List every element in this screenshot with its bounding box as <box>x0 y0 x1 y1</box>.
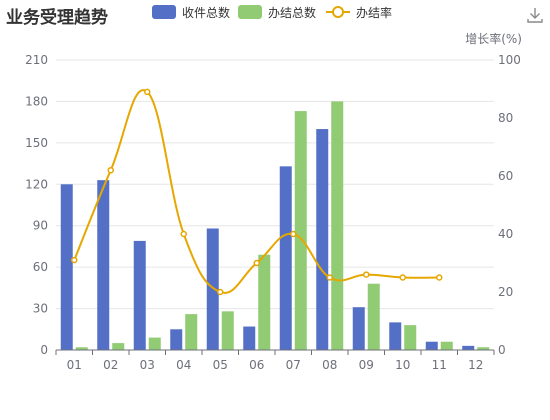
bar-completed <box>75 347 88 350</box>
rate-point <box>253 259 260 267</box>
legend-swatch <box>238 5 262 19</box>
legend-swatch-marker <box>332 6 344 18</box>
y-left-tick-label: 60 <box>33 260 48 274</box>
legend[interactable]: 收件总数 办结总数 办结率 <box>152 5 392 20</box>
rate-point <box>290 230 297 238</box>
gridlines <box>56 59 494 310</box>
bar-received <box>133 240 146 350</box>
bar-received <box>316 129 329 350</box>
bar-completed <box>440 341 453 350</box>
rate-point <box>107 166 114 174</box>
bar-received <box>243 326 256 350</box>
bar-completed <box>294 111 307 350</box>
rate-point <box>363 271 370 278</box>
x-tick-label: 05 <box>213 358 228 372</box>
legend-item[interactable]: 办结率 <box>326 5 392 20</box>
bar-received <box>206 228 219 350</box>
bar-received <box>97 180 110 350</box>
y-right-tick-label: 80 <box>498 111 513 125</box>
rate-point <box>436 274 443 281</box>
bars <box>60 101 490 350</box>
x-tick-label: 08 <box>322 358 337 372</box>
x-tick-label: 02 <box>103 358 118 372</box>
rate-line <box>71 88 443 296</box>
bar-received <box>170 329 183 350</box>
rate-point <box>399 274 406 281</box>
legend-label: 办结率 <box>356 5 392 20</box>
y-right-tick-label: 60 <box>498 169 513 183</box>
legend-item[interactable]: 收件总数 <box>152 5 230 20</box>
y-right-axis-label: 增长率(%) <box>465 31 522 46</box>
rate-point <box>144 88 151 96</box>
bar-completed <box>367 283 380 350</box>
bar-completed <box>258 254 271 350</box>
rate-point <box>180 230 187 238</box>
bar-received <box>352 307 365 350</box>
bar-received <box>389 322 402 350</box>
x-tick-label: 12 <box>468 358 483 372</box>
y-left-tick-label: 150 <box>25 136 48 150</box>
bar-received <box>60 184 73 350</box>
x-tick-label: 07 <box>286 358 301 372</box>
rate-point <box>326 274 333 281</box>
y-left-tick-label: 120 <box>25 177 48 191</box>
x-tick-label: 04 <box>176 358 191 372</box>
bar-completed <box>185 314 198 350</box>
bar-completed <box>112 343 125 350</box>
legend-item[interactable]: 办结总数 <box>238 5 316 20</box>
y-left-tick-label: 30 <box>33 302 48 316</box>
y-left-tick-label: 210 <box>25 53 48 67</box>
bar-completed <box>477 347 490 350</box>
download-icon[interactable] <box>526 6 544 24</box>
bar-received <box>279 166 292 350</box>
y-right-tick-label: 40 <box>498 227 513 241</box>
x-tick-label: 01 <box>67 358 82 372</box>
x-tick-label: 09 <box>359 358 374 372</box>
y-right-tick-label: 20 <box>498 285 513 299</box>
bar-received <box>425 341 438 350</box>
x-tick-label: 10 <box>395 358 410 372</box>
bar-completed <box>404 325 417 350</box>
legend-label: 办结总数 <box>268 5 316 20</box>
y-right-tick-label: 100 <box>498 53 521 67</box>
x-tick-label: 06 <box>249 358 264 372</box>
rate-point <box>217 288 224 296</box>
bar-received <box>462 345 475 350</box>
rate-point <box>71 256 78 264</box>
bar-completed <box>148 337 161 350</box>
x-tick-label: 03 <box>140 358 155 372</box>
bar-completed <box>331 101 344 350</box>
bar-completed <box>221 311 234 350</box>
y-left-tick-label: 180 <box>25 94 48 108</box>
legend-swatch <box>152 5 176 19</box>
y-right-tick-label: 0 <box>498 343 506 357</box>
x-tick-label: 11 <box>432 358 447 372</box>
legend-label: 收件总数 <box>182 5 230 20</box>
y-left-tick-label: 0 <box>40 343 48 357</box>
y-left-tick-label: 90 <box>33 219 48 233</box>
chart-title: 业务受理趋势 <box>6 8 108 28</box>
